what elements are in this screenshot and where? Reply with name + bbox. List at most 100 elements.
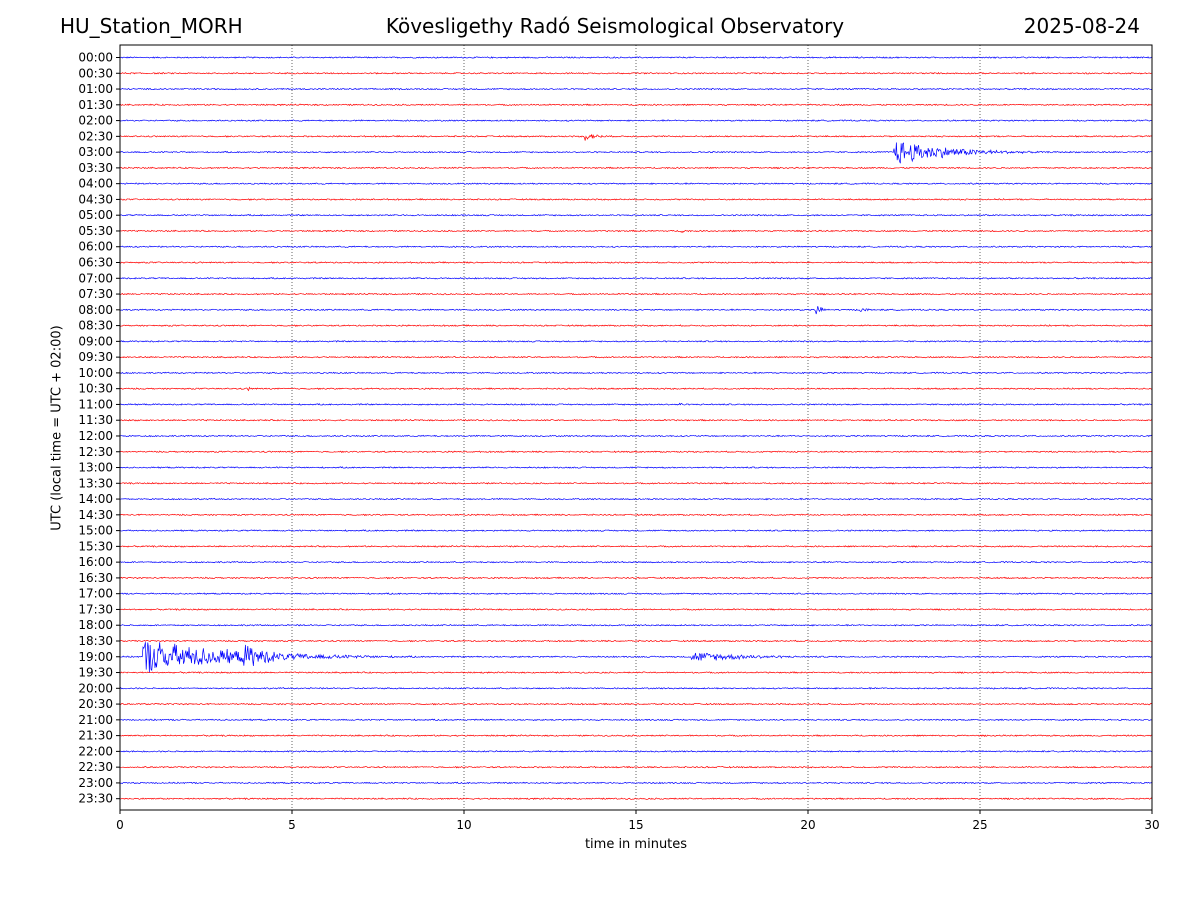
y-tick-label: 06:30 [78, 256, 113, 270]
chart-title: Kövesligethy Radó Seismological Observat… [385, 14, 845, 38]
trace-1430 [119, 513, 1153, 517]
y-tick-label: 09:00 [78, 334, 113, 348]
y-axis-label: UTC (local time = UTC + 02:00) [49, 325, 65, 531]
y-tick-label: 01:30 [78, 98, 113, 112]
y-tick-label: 09:30 [78, 350, 113, 364]
trace-1500 [119, 529, 1153, 532]
trace-0300 [119, 142, 1153, 164]
trace-1130 [119, 418, 1153, 422]
trace-1730 [119, 608, 1153, 611]
y-tick-label: 00:30 [78, 66, 113, 80]
y-tick-label: 15:00 [78, 524, 113, 538]
x-tick-label: 5 [288, 818, 296, 832]
y-tick-label: 23:00 [78, 776, 113, 790]
y-tick-label: 02:00 [78, 114, 113, 128]
y-tick-label: 07:00 [78, 271, 113, 285]
trace-0900 [119, 340, 1153, 343]
trace-0930 [119, 355, 1153, 359]
y-tick-label: 00:00 [78, 51, 113, 65]
y-tick-label: 08:00 [78, 303, 113, 317]
y-tick-label: 22:30 [78, 760, 113, 774]
trace-0330 [119, 166, 1153, 170]
y-tick-label: 10:00 [78, 366, 113, 380]
trace-0800 [119, 306, 1153, 315]
trace-0400 [119, 182, 1153, 185]
y-tick-label: 12:00 [78, 429, 113, 443]
y-tick-label: 05:30 [78, 224, 113, 238]
trace-2300 [119, 781, 1153, 785]
y-tick-label: 02:30 [78, 129, 113, 143]
trace-1230 [119, 450, 1153, 454]
trace-0630 [119, 261, 1153, 264]
y-tick-label: 06:00 [78, 240, 113, 254]
x-axis-label: time in minutes [584, 837, 688, 852]
trace-1630 [119, 576, 1153, 580]
trace-2000 [119, 687, 1153, 690]
trace-2230 [119, 765, 1153, 769]
y-tick-label: 16:00 [78, 555, 113, 569]
x-tick-label: 30 [1144, 818, 1159, 832]
trace-1000 [119, 371, 1153, 375]
trace-0100 [119, 87, 1153, 91]
trace-2330 [119, 797, 1153, 801]
grid-layer [291, 45, 981, 810]
trace-1830 [119, 639, 1153, 643]
y-tick-label: 20:30 [78, 697, 113, 711]
y-tick-label: 14:30 [78, 508, 113, 522]
trace-2030 [119, 702, 1153, 706]
y-tick-label: 07:30 [78, 287, 113, 301]
y-tick-label: 13:00 [78, 461, 113, 475]
y-tick-label: 11:30 [78, 413, 113, 427]
trace-1800 [119, 623, 1153, 627]
trace-0030 [119, 71, 1152, 75]
y-tick-label: 13:30 [78, 476, 113, 490]
trace-0130 [119, 103, 1153, 107]
trace-2100 [119, 718, 1153, 722]
trace-layer [119, 56, 1153, 801]
y-tick-label: 05:00 [78, 208, 113, 222]
trace-0730 [119, 292, 1153, 296]
y-tick-label: 21:30 [78, 729, 113, 743]
trace-1930 [119, 671, 1153, 674]
y-tick-label: 21:00 [78, 713, 113, 727]
y-tick-label: 14:00 [78, 492, 113, 506]
trace-1530 [119, 545, 1153, 548]
y-tick-label: 10:30 [78, 382, 113, 396]
y-tick-label: 15:30 [78, 539, 113, 553]
x-tick-label: 0 [116, 818, 124, 832]
x-tick-label: 25 [972, 818, 987, 832]
trace-0530 [119, 229, 1153, 234]
y-tick-label: 16:30 [78, 571, 113, 585]
y-tick-label: 17:30 [78, 602, 113, 616]
y-tick-label: 03:00 [78, 145, 113, 159]
trace-1100 [119, 402, 1153, 406]
trace-0230 [119, 133, 1153, 141]
y-tick-label: 18:00 [78, 618, 113, 632]
y-tick-label: 19:30 [78, 666, 113, 680]
y-tick-label: 23:30 [78, 792, 113, 806]
trace-0430 [119, 198, 1153, 201]
trace-1600 [119, 560, 1153, 564]
trace-1400 [119, 497, 1153, 501]
y-tick-label: 22:00 [78, 744, 113, 758]
y-tick-label: 01:00 [78, 82, 113, 96]
trace-1030 [119, 386, 1153, 392]
y-tick-label: 08:30 [78, 319, 113, 333]
x-tick-layer: 0 5 10 15 20 25 30 [116, 810, 1160, 832]
x-tick-label: 15 [628, 818, 643, 832]
trace-1330 [119, 481, 1153, 485]
trace-2200 [119, 750, 1153, 753]
x-tick-label: 10 [456, 818, 471, 832]
x-tick-label: 20 [800, 818, 815, 832]
trace-1900 [119, 642, 1153, 673]
trace-2130 [119, 734, 1153, 737]
y-tick-label: 03:30 [78, 161, 113, 175]
trace-0000 [119, 56, 1153, 59]
trace-0500 [119, 213, 1153, 217]
y-tick-label: 04:00 [78, 177, 113, 191]
trace-0200 [119, 119, 1153, 122]
y-tick-label: 20:00 [78, 681, 113, 695]
y-tick-label: 18:30 [78, 634, 113, 648]
